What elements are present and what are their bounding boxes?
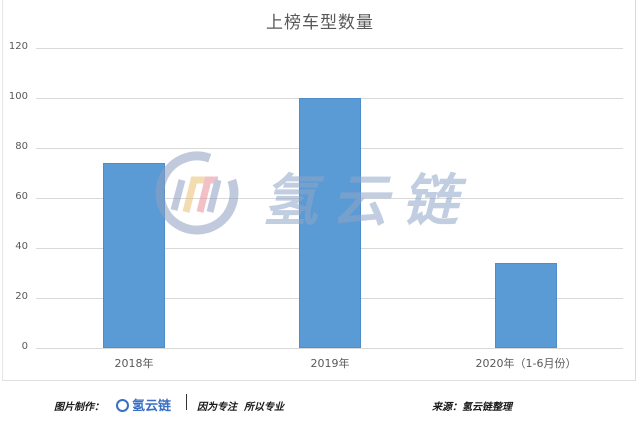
footer-brand: 氢云链 [116, 395, 171, 414]
bar-2018 [103, 163, 165, 348]
x-label-2018: 2018年 [114, 357, 154, 370]
chart-frame [2, 0, 636, 381]
bar-2019 [299, 98, 361, 348]
x-label-2020: 2020年（1-6月份） [475, 357, 577, 370]
chart-title: 上榜车型数量 [266, 13, 374, 33]
footer-divider [186, 394, 187, 410]
gridline [36, 48, 623, 49]
brand-logo-icon [116, 399, 129, 412]
y-tick-40: 40 [15, 241, 28, 252]
y-tick-120: 120 [8, 41, 28, 52]
y-tick-100: 100 [8, 91, 28, 102]
y-tick-0: 0 [21, 341, 28, 352]
y-tick-60: 60 [15, 191, 28, 202]
x-label-2019: 2019年 [310, 357, 350, 370]
footer-slogan: 因为专注 所以专业 [197, 402, 284, 413]
footer-credit-label: 图片制作： [54, 402, 104, 413]
bar-2020-h1 [495, 263, 557, 348]
y-tick-80: 80 [15, 141, 28, 152]
footer-brand-text: 氢云链 [132, 399, 172, 414]
footer-source: 来源：氢云链整理 [432, 402, 512, 413]
x-axis-line [36, 348, 623, 349]
y-tick-20: 20 [15, 291, 28, 302]
